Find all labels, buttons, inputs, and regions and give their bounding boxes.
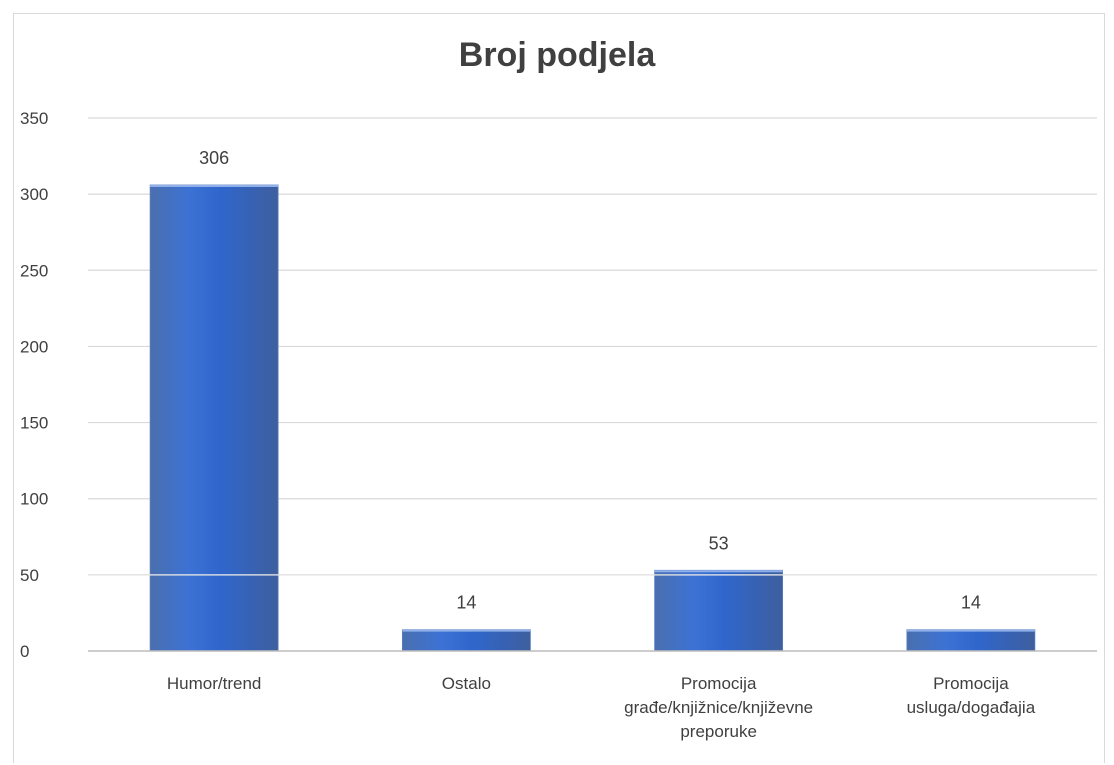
- x-category-label: preporuke: [680, 722, 757, 741]
- x-category-label: Promocija: [933, 674, 1009, 693]
- x-category-label: usluga/događajia: [907, 698, 1036, 717]
- y-tick-label: 250: [20, 261, 48, 280]
- data-label: 53: [709, 533, 729, 553]
- y-tick-label: 0: [20, 642, 29, 661]
- x-category-label: građe/knjižnice/književne: [624, 698, 813, 717]
- x-category-label: Ostalo: [442, 674, 491, 693]
- data-label: 306: [199, 148, 229, 168]
- bar: [906, 629, 1036, 652]
- x-axis: Humor/trend Ostalo Promocija građe/knjižnic…: [167, 674, 1036, 741]
- x-category-label: Promocija: [681, 674, 757, 693]
- x-category-label: Humor/trend: [167, 674, 261, 693]
- y-tick-label: 100: [20, 490, 48, 509]
- bar: [401, 629, 531, 652]
- bar: [149, 184, 279, 652]
- y-tick-label: 150: [20, 414, 48, 433]
- chart-title: Broj podjela: [458, 36, 656, 74]
- y-tick-label: 50: [20, 566, 39, 585]
- bar: [654, 569, 784, 652]
- data-label: 14: [456, 593, 476, 613]
- y-axis: 0 50 100 150 200 250 300 350: [20, 109, 1097, 661]
- y-tick-label: 350: [20, 109, 48, 128]
- data-label: 14: [961, 593, 981, 613]
- bars: [88, 184, 1097, 652]
- y-tick-label: 300: [20, 185, 48, 204]
- data-labels: 306 14 53 14: [199, 148, 981, 613]
- y-tick-label: 200: [20, 337, 48, 356]
